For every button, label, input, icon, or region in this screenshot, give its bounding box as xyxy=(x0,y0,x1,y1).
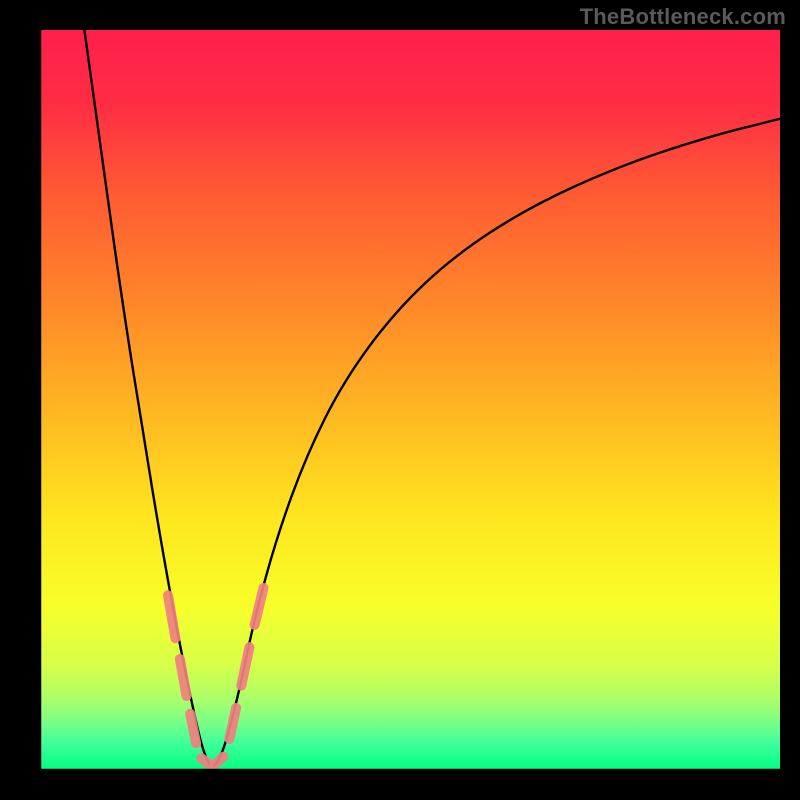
plot-svg xyxy=(40,30,780,770)
gradient-background xyxy=(40,30,780,770)
plot-area xyxy=(40,30,780,770)
chart-root: TheBottleneck.com xyxy=(0,0,800,800)
watermark-text: TheBottleneck.com xyxy=(580,4,786,30)
